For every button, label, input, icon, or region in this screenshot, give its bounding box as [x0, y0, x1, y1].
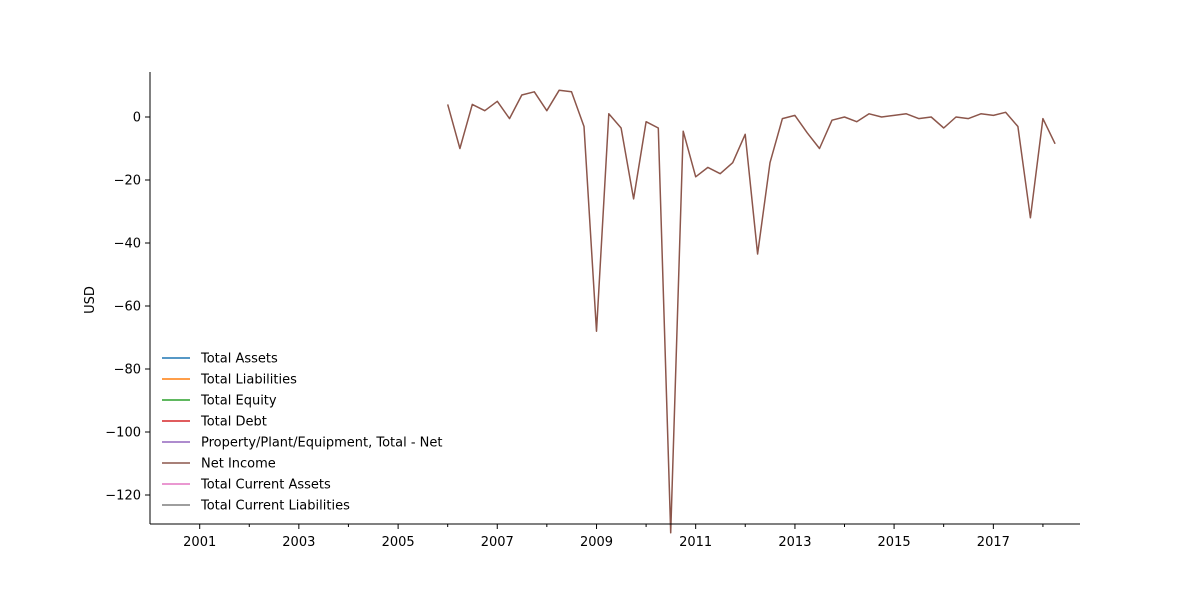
series-line-5: [446, 89, 1056, 534]
legend-label: Total Current Liabilities: [200, 499, 350, 514]
y-axis-label: USD: [83, 286, 98, 314]
x-tick-label: 2015: [878, 535, 911, 550]
y-tick-label: −20: [114, 174, 141, 189]
x-tick-label: 2001: [183, 535, 216, 550]
legend-label: Total Current Assets: [200, 478, 331, 493]
legend-label: Total Debt: [200, 415, 267, 430]
plot-area: [446, 89, 1056, 534]
legend-label: Net Income: [201, 457, 276, 472]
y-axis-ticks: 0 −20 −40 −60 −80 −100 −120: [105, 111, 150, 504]
legend-label: Total Assets: [200, 352, 278, 367]
x-tick-label: 2017: [977, 535, 1010, 550]
y-tick-label: −60: [114, 300, 141, 315]
x-tick-label: 2009: [580, 535, 613, 550]
y-tick-label: −100: [105, 426, 141, 441]
x-tick-label: 2013: [778, 535, 811, 550]
x-tick-label: 2003: [282, 535, 315, 550]
y-tick-label: −40: [114, 237, 141, 252]
legend: Total Assets Total Liabilities Total Equit…: [162, 352, 443, 514]
y-tick-label: −120: [105, 489, 141, 504]
legend-label: Total Liabilities: [200, 373, 297, 388]
x-tick-label: 2007: [481, 535, 514, 550]
x-tick-label: 2011: [679, 535, 712, 550]
x-tick-label: 2005: [382, 535, 415, 550]
y-tick-label: 0: [133, 111, 141, 126]
y-tick-label: −80: [114, 363, 141, 378]
legend-label: Property/Plant/Equipment, Total - Net: [201, 436, 443, 451]
legend-label: Total Equity: [200, 394, 277, 409]
x-axis-ticks: 2001 2003 2005 2007 2009 2011 2013 2015 2017: [183, 524, 1044, 550]
